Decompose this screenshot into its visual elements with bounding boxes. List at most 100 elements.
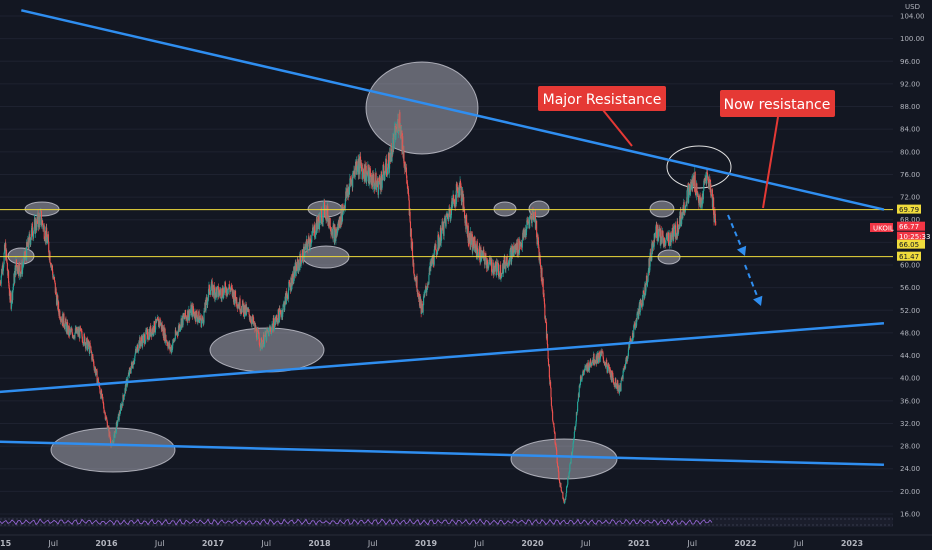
lower-support-line[interactable] [0,440,884,467]
y-tick-label: 68.00 [900,216,920,224]
candle [196,311,198,312]
candle [151,329,153,337]
y-axis[interactable]: USD 104.00 100.00 96.00 92.00 88.00 84.00 80.00… [870,0,932,550]
price-tag-label: 10:25:33 [899,233,930,241]
candle [395,135,397,140]
y-tick-label: 32.00 [900,420,920,428]
candle [552,422,555,424]
candle [137,349,140,352]
candle [233,291,235,304]
candle [133,361,135,363]
candle [213,285,215,289]
horizontal-levels[interactable] [0,209,893,258]
forecast-arrow[interactable] [744,264,763,306]
candle [622,370,624,379]
candle [144,334,146,345]
candle [87,344,89,351]
candle [26,242,28,261]
candle [3,263,5,268]
candle [377,184,380,195]
candle [496,263,498,272]
trendlines[interactable] [0,9,885,467]
candle [267,329,269,332]
candle [581,373,584,376]
candle [0,275,2,284]
candle [71,333,74,338]
candle [437,235,439,251]
candle [625,362,627,369]
candle [525,228,527,236]
candle [645,290,647,295]
candle [488,262,490,268]
y-tick-label: 20.00 [900,488,920,496]
forecast-arrows[interactable] [727,214,763,306]
candle [400,124,402,135]
candle [402,136,404,150]
x-tick-label: Jul [580,539,591,548]
candle [106,419,108,422]
candle [287,290,289,299]
candle [536,234,539,245]
candle [648,258,650,272]
candle [647,273,649,282]
callout-box[interactable] [720,90,835,117]
candle [303,246,305,259]
candle [60,319,62,322]
candle [323,200,326,215]
forecast-arrow[interactable] [727,214,747,256]
candle [666,233,668,237]
candle [483,249,485,253]
candle [292,283,294,284]
candle [312,227,314,233]
candle [108,427,110,436]
candle [543,298,545,305]
annotations[interactable]: Major Resistance Now resistance [538,86,835,209]
candle [450,216,452,219]
candle [602,352,604,358]
candle [262,342,264,348]
candle [591,362,593,364]
candle [172,339,174,346]
candle [375,173,377,190]
y-tick-label: 88.00 [900,103,920,111]
candle [18,264,20,277]
candle [95,369,97,373]
candle [310,242,312,243]
candle [308,239,310,247]
candle [411,241,414,256]
candle [96,370,98,384]
x-tick-label: 2020 [521,539,544,548]
candle [192,306,194,312]
candle [396,122,398,131]
major-resistance-line[interactable] [21,9,885,211]
x-axis[interactable]: 2015 Jul 2016 Jul 2017 Jul 2018 Jul 2019 Jul 2020 J… [0,534,932,550]
candle [16,265,18,267]
level-price-tag[interactable] [897,251,921,261]
candle [258,332,260,339]
candle [557,466,559,472]
candle [131,364,133,368]
candle [384,163,387,173]
candle [307,236,310,244]
level-price-tag[interactable] [897,204,921,214]
y-tick-label: 52.00 [900,307,920,315]
candle [173,339,175,343]
candle [133,362,135,365]
candle [235,290,237,299]
candle [156,320,158,322]
candle [406,175,408,184]
candle [242,300,244,306]
candle [180,326,182,329]
candle [141,337,143,341]
candle [368,170,370,182]
candle [545,318,547,323]
candle [292,273,294,284]
candle [109,431,111,437]
callout-box[interactable] [538,86,666,111]
candle [492,262,494,272]
candle [594,361,596,365]
upper-support-line[interactable] [0,322,885,394]
arrow-head [753,295,763,306]
